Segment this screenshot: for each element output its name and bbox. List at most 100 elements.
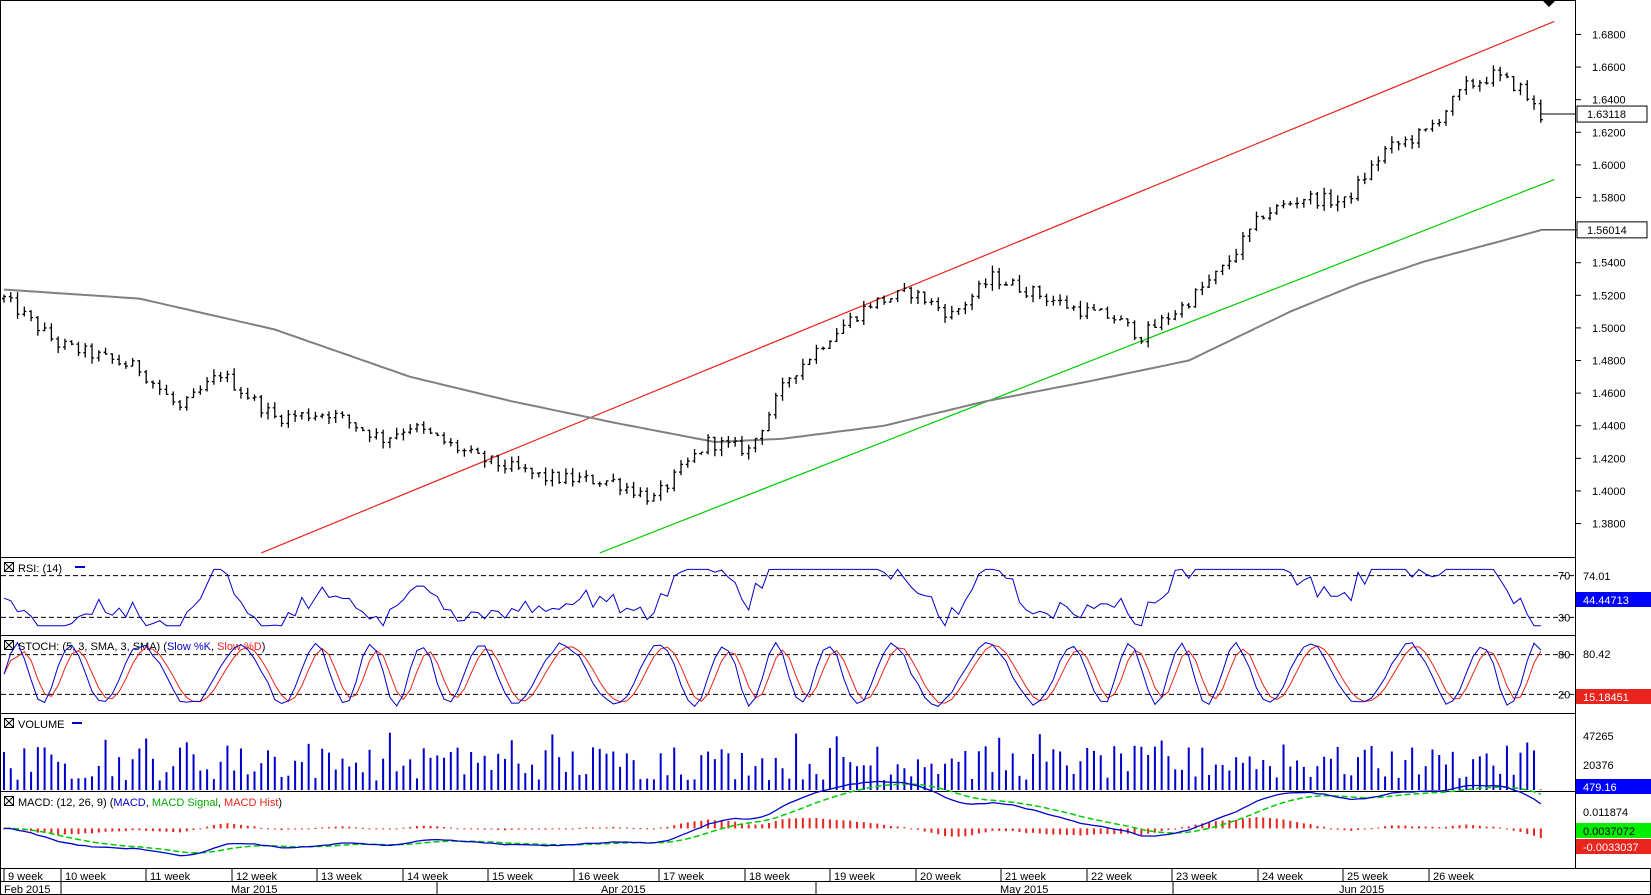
volume-bar [395,771,398,790]
price-bar [435,432,440,437]
price-bar [1200,281,1205,296]
rsi-close-box-icon[interactable] [4,562,14,572]
macd-hist-bar [43,828,46,833]
price-bar [1423,128,1428,132]
price-bar [794,375,799,384]
week-label: 20 week [920,871,961,883]
macd-hist-bar [1180,827,1183,829]
price-bar [259,394,264,418]
price-bar [753,437,758,453]
volume-bar [368,749,371,790]
price-bar [922,291,927,305]
rsi-line [3,568,1541,627]
volume-bar [774,757,777,790]
price-bar [1003,281,1008,286]
macd-hist-bar [1499,827,1502,829]
volume-bar [1004,770,1007,790]
price-bar [22,306,27,317]
price-bar [1301,198,1306,208]
volume-bar [199,770,202,790]
price-bar [1261,215,1266,220]
price-bar [286,409,291,428]
volume-close-box-icon[interactable] [4,718,14,728]
volume-bar [916,759,919,790]
macd-hist-bar [957,828,960,837]
macd-hist-bar [1194,824,1197,829]
macd-hist-bar [497,828,500,830]
volume-bar [693,779,696,790]
macd-hist-bar [219,824,222,829]
stoch-level-label: 80 [1558,650,1570,662]
month-label: Feb 2015 [4,884,50,895]
volume-bar [578,774,581,790]
price-bar [516,455,521,470]
volume-bar [382,758,385,790]
macd-hist-bar [673,825,676,829]
macd-hist-bar [1431,826,1434,829]
macd-hist-bar [341,826,344,829]
volume-bar [449,751,452,790]
stoch-panel: STOCH: (5, 3, SMA, 3, SMA) (Slow %K, Slo… [1,640,1651,708]
volume-bar [1153,746,1156,790]
price-bar [530,467,535,480]
volume-bar [97,765,100,790]
macd-hist-bar [1011,828,1014,832]
price-bar [76,341,81,356]
macd-hist-bar [226,823,229,829]
price-bar [726,436,731,448]
price-bar [976,280,981,299]
macd-close-box-icon[interactable] [4,796,14,806]
stoch-close-box-icon[interactable] [4,640,14,650]
volume-bar [727,753,730,790]
scroll-marker-icon[interactable] [1542,0,1556,7]
macd-hist-bar [1201,823,1204,829]
price-bar [1051,295,1056,306]
week-label: 14 week [407,871,448,883]
volume-bar [1241,762,1244,790]
macd-hist-bar [1072,828,1075,836]
volume-bar [1255,769,1258,790]
price-bar [232,368,237,391]
price-bar [1044,293,1049,306]
volume-bar [652,779,655,790]
price-bar [699,451,704,455]
price-bar [1166,312,1171,325]
macd-hist-bar [693,821,696,829]
volume-bar [145,738,148,790]
volume-bar [158,780,161,790]
volume-bar [260,763,263,790]
macd-hist-bar [436,826,439,829]
volume-bar [239,748,242,790]
macd-hist-bar [652,828,655,830]
volume-bar [355,762,358,790]
macd-histogram [3,817,1542,839]
volume-bar [795,733,798,790]
volume-bar [1167,756,1170,790]
price-bar [62,338,67,350]
volume-bar [991,772,994,790]
volume-bar [822,779,825,790]
volume-bar [585,774,588,790]
price-bar [1247,228,1252,243]
volume-bar [470,752,473,790]
price-bar [252,394,257,401]
volume-bar [1451,751,1454,790]
price-bar [1024,286,1029,298]
macd-hist-bar [1167,828,1170,830]
volume-bar [300,762,303,790]
volume-bar [1519,752,1522,790]
volume-bar [754,766,757,790]
macd-hist-bar [253,826,256,829]
volume-bar [937,774,940,790]
price-bar [1491,65,1496,87]
macd-title: MACD: (12, 26, 9) (MACD, MACD Signal, MA… [18,797,282,809]
volume-bar [1248,756,1251,790]
macd-hist-bar [280,828,283,830]
price-bar [1146,321,1151,348]
volume-bar [808,763,811,790]
price-bar [340,411,345,419]
price-bar [1193,288,1198,308]
macd-hist-bar [321,827,324,829]
last-price-label-box [1576,105,1648,123]
volume-bar [1174,769,1177,790]
